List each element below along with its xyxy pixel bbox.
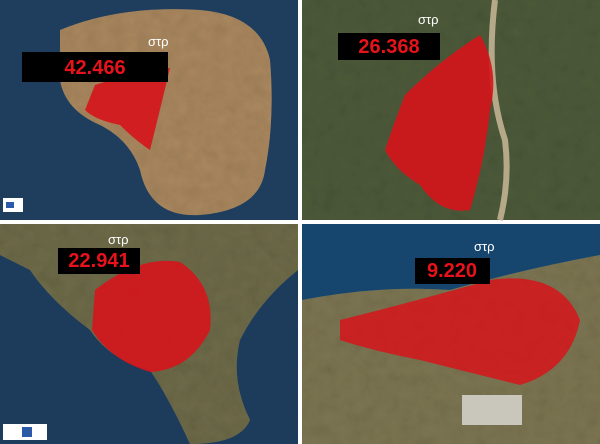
- unit: στρ: [108, 232, 129, 247]
- panel-4: 9.220 στρ: [302, 224, 600, 444]
- unit: στρ: [148, 34, 169, 49]
- industrial-zone: [462, 395, 522, 425]
- label-box: [415, 258, 490, 284]
- unit: στρ: [418, 12, 439, 27]
- logo-mark: [6, 202, 14, 208]
- logo-mark: [22, 427, 32, 437]
- burned-area: 9.220: [427, 260, 477, 282]
- burn-area: [385, 35, 494, 211]
- unit: στρ: [474, 239, 495, 254]
- label-box: [22, 52, 168, 82]
- panel-1: 42.466 στρ: [0, 0, 298, 220]
- burn-area: [92, 260, 211, 372]
- label-box: [338, 33, 440, 60]
- burned-area: 26.368: [358, 36, 419, 58]
- burned-area: 42.466: [64, 57, 125, 79]
- panel-2: 26.368 στρ: [302, 0, 600, 221]
- burn-area: [340, 278, 580, 385]
- label-box: [58, 248, 140, 274]
- burn-area: [85, 68, 170, 150]
- burned-area: 22.941: [68, 250, 129, 272]
- panel-3: 22.941 στρ: [0, 224, 298, 444]
- riverbed: [488, 0, 510, 221]
